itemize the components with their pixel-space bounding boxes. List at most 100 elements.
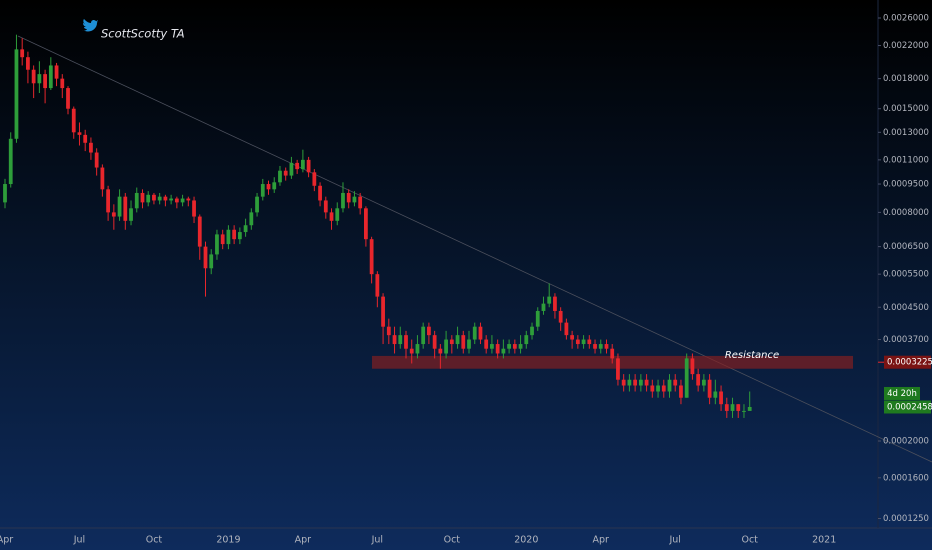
candle-body <box>186 198 191 201</box>
candle-body <box>335 208 340 221</box>
candle-body <box>547 296 552 304</box>
candle-body <box>77 132 82 135</box>
candle-body <box>610 348 615 359</box>
resistance-price: 0.0003225 <box>887 358 932 368</box>
countdown-tag <box>884 386 920 400</box>
candle-body <box>495 344 500 354</box>
x-tick-label: Oct <box>444 535 461 546</box>
candle-body <box>283 170 288 176</box>
candle-body <box>192 200 196 217</box>
candle-body <box>644 379 649 386</box>
candle-body <box>278 170 282 183</box>
candle-body <box>295 162 300 170</box>
y-tick-label: 0.0013000 <box>883 128 929 138</box>
candle-body <box>690 358 695 375</box>
x-tick-label: 2020 <box>514 535 538 546</box>
candle-body <box>472 326 477 340</box>
candle-body <box>300 159 305 170</box>
candle-body <box>409 348 414 354</box>
watermark-text: ScottScotty TA <box>101 27 185 41</box>
candle-body <box>255 196 259 213</box>
candle-body <box>146 194 151 203</box>
y-tick-label: 0.0015000 <box>883 104 929 114</box>
candle-body <box>358 196 363 209</box>
x-tick-label: Jul <box>668 535 680 546</box>
candle-body <box>684 358 689 398</box>
candle-body <box>650 385 655 392</box>
y-tick-label: 0.0022000 <box>883 41 929 51</box>
candle-body <box>581 339 586 345</box>
candle-body <box>323 200 328 213</box>
candle-body <box>747 406 752 411</box>
candle-body <box>318 185 322 201</box>
y-tick-label: 0.0026000 <box>883 14 929 24</box>
candle-body <box>369 239 374 275</box>
y-tick-label: 0.0011000 <box>883 155 929 165</box>
candle-body <box>266 184 271 190</box>
candle-body <box>701 379 706 386</box>
candle-body <box>260 184 265 197</box>
candle-body <box>415 344 420 354</box>
candle-body <box>8 138 13 185</box>
candle-body <box>3 184 7 203</box>
candle-body <box>386 326 391 336</box>
y-tick-label: 0.0004500 <box>883 303 929 313</box>
countdown: 4d 20h <box>887 389 917 399</box>
x-tick-label: Apr <box>0 535 13 546</box>
last-price-tag <box>884 400 931 414</box>
candle-body <box>553 296 557 311</box>
candle-body <box>478 326 483 340</box>
candle-body <box>312 172 317 186</box>
candle-body <box>461 335 466 349</box>
candle-body <box>249 212 254 226</box>
candle-body <box>329 212 334 221</box>
candle-body <box>60 78 65 89</box>
candle-body <box>524 335 529 345</box>
candle-body <box>656 385 660 392</box>
candle-body <box>438 348 443 354</box>
candle-body <box>398 335 403 345</box>
candle-body <box>530 326 534 336</box>
candle-body <box>26 57 30 70</box>
candle-body <box>707 379 712 398</box>
candle-body <box>66 88 70 109</box>
x-tick-label: Apr <box>593 535 610 546</box>
candle-body <box>54 65 59 79</box>
candle-body <box>730 404 735 411</box>
y-tick-label: 0.0001250 <box>883 514 929 524</box>
candle-body <box>490 344 494 349</box>
candle-body <box>94 152 99 168</box>
candle-body <box>564 322 569 336</box>
candle-body <box>100 167 105 190</box>
candle-body <box>541 303 546 311</box>
y-tick-label: 0.0018000 <box>883 74 929 84</box>
candle-body <box>633 379 638 386</box>
y-tick-label: 0.0003700 <box>883 335 929 345</box>
candle-body <box>140 192 145 203</box>
x-tick-label: Jul <box>371 535 383 546</box>
candle-body <box>14 49 19 139</box>
candle-body <box>346 192 351 203</box>
candles <box>3 34 752 418</box>
candle-body <box>117 196 122 217</box>
candle-body <box>83 134 88 143</box>
candle-body <box>444 339 448 354</box>
candle-body <box>616 358 620 380</box>
candle-body <box>667 379 672 392</box>
x-tick-label: 2021 <box>812 535 836 546</box>
resistance-tag <box>884 355 931 369</box>
candle-body <box>558 310 563 323</box>
x-tick-label: Jul <box>73 535 85 546</box>
candle-body <box>507 344 511 349</box>
candle-body <box>742 410 746 412</box>
candle-body <box>232 229 237 240</box>
candle-body <box>421 326 426 345</box>
candle-body <box>89 142 93 153</box>
candle-body <box>679 385 683 398</box>
x-tick-label: Apr <box>295 535 312 546</box>
candle-body <box>427 326 431 336</box>
candle-body <box>306 159 311 173</box>
